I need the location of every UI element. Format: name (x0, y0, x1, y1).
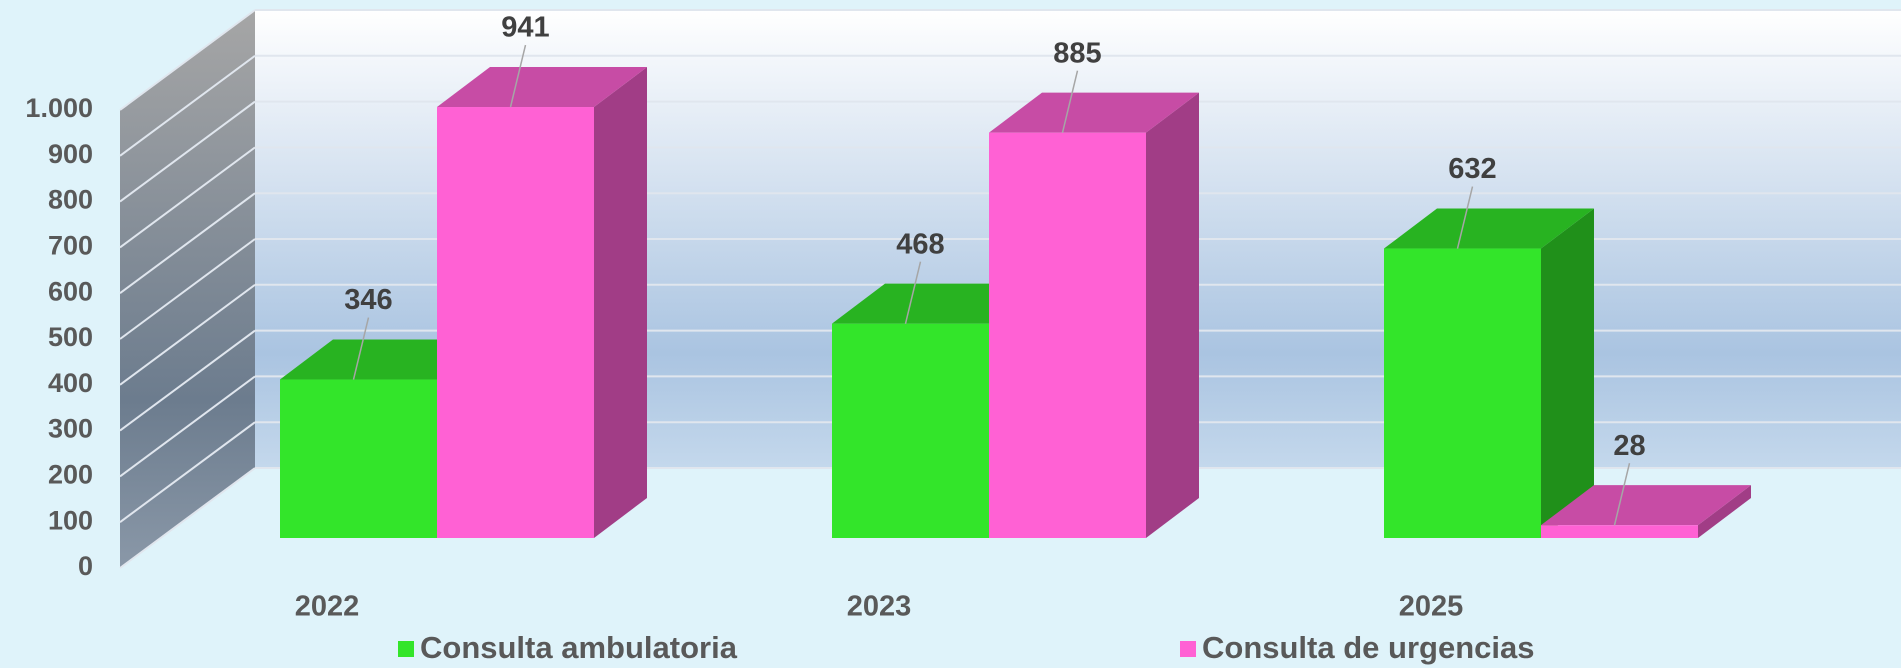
bar (280, 379, 437, 538)
bar-top (989, 92, 1199, 133)
y-tick-label: 1.000 (25, 93, 93, 123)
grid-line (119, 192, 256, 295)
legend: Consulta ambulatoria Consulta de urgencia… (398, 630, 1534, 665)
legend-label: Consulta de urgencias (1202, 630, 1534, 665)
y-tick-label: 900 (48, 139, 93, 169)
legend-swatch (1180, 641, 1196, 657)
y-tick-label: 200 (48, 460, 93, 490)
y-tick-label: 300 (48, 414, 93, 444)
y-tick-label: 600 (48, 276, 93, 306)
y-tick-label: 700 (48, 231, 93, 261)
data-label: 885 (1053, 37, 1101, 69)
grid-line (119, 421, 256, 524)
data-label: 28 (1613, 430, 1645, 462)
bar-side (1541, 208, 1594, 538)
bar (989, 132, 1146, 539)
y-tick-label: 100 (48, 505, 93, 535)
grid-line (119, 9, 256, 111)
legend-swatch (398, 641, 414, 657)
grid-line (119, 375, 256, 478)
y-tick-label: 0 (78, 551, 93, 581)
x-tick-label: 2023 (847, 591, 912, 623)
leader-line (509, 44, 527, 108)
grid-line (119, 283, 256, 386)
grid-line (119, 329, 256, 432)
bar (1541, 525, 1698, 538)
bar (1384, 248, 1541, 538)
grid-line (119, 54, 256, 157)
bar (832, 323, 989, 538)
bar-side (1146, 92, 1199, 539)
bar-top (1541, 485, 1751, 526)
legend-label: Consulta ambulatoria (420, 630, 738, 665)
data-label: 468 (896, 228, 944, 260)
x-tick-label: 2025 (1399, 591, 1464, 623)
y-tick-label: 800 (48, 185, 93, 215)
y-tick-label: 500 (48, 322, 93, 352)
grid-line (119, 467, 256, 569)
bars: 346 941 468 885 632 28 (280, 12, 1751, 539)
x-tick-label: 2022 (295, 591, 360, 623)
data-label: 346 (344, 284, 392, 316)
data-label: 941 (501, 12, 549, 44)
leader-line (1061, 70, 1079, 133)
leader-line (1456, 186, 1474, 249)
bar-side (594, 67, 647, 538)
leader-line (1613, 462, 1631, 526)
y-tick-label: 400 (48, 368, 93, 398)
grid-line (119, 238, 256, 340)
leader-line (904, 261, 922, 324)
bar (437, 107, 594, 538)
grid-line (119, 146, 256, 249)
bar-side (1698, 485, 1751, 538)
data-label: 632 (1448, 153, 1496, 185)
bar-top (437, 67, 647, 108)
leader-line (352, 317, 370, 380)
bar-top (1384, 208, 1594, 249)
grid-line (119, 100, 256, 203)
